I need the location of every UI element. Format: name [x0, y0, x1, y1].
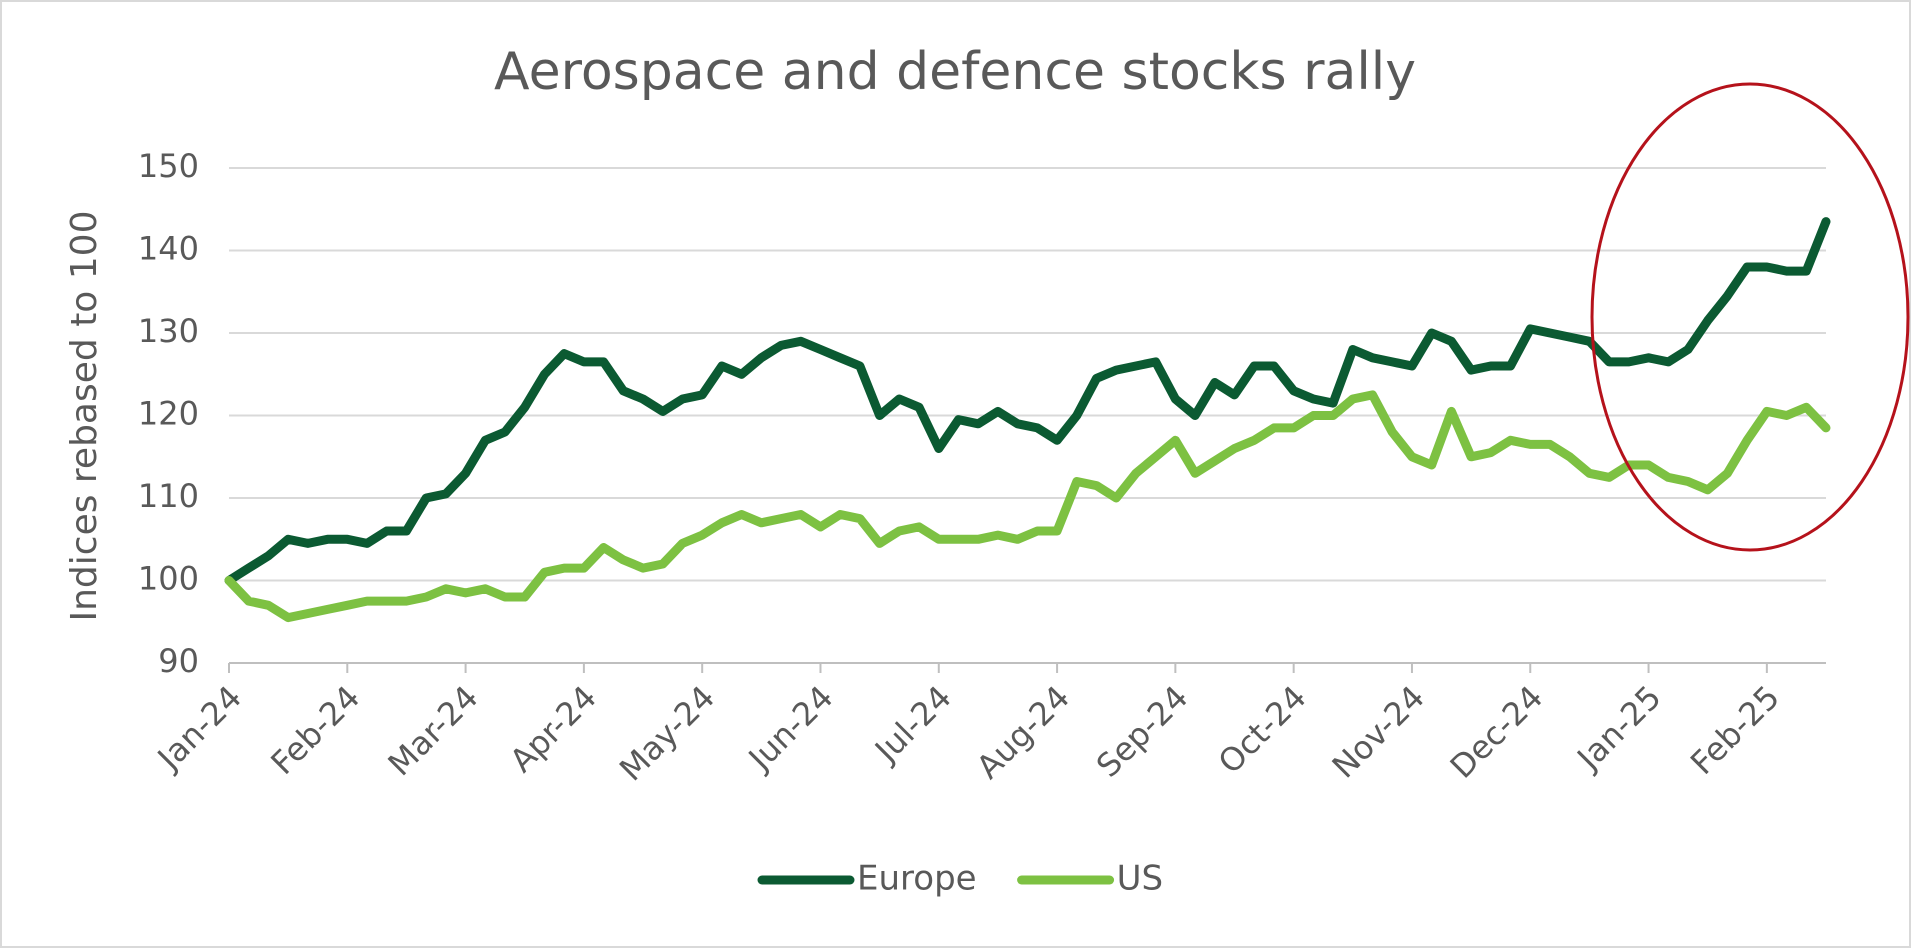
y-tick-label: 130 — [138, 312, 199, 350]
highlight-ellipse — [1590, 82, 1910, 552]
y-tick-label: 90 — [158, 642, 199, 680]
y-tick-label: 150 — [138, 147, 199, 185]
line-series — [224, 217, 1831, 585]
legend: Europe US — [757, 859, 1163, 899]
y-tick-label: 100 — [138, 560, 199, 598]
y-axis-label: Indices rebased to 100 — [64, 211, 105, 622]
chart-title: Aerospace and defence stocks rally — [494, 42, 1416, 102]
line-series — [224, 390, 1831, 623]
y-tick-label: 140 — [138, 230, 199, 268]
y-tick-label: 110 — [138, 477, 199, 515]
legend-label: US — [1117, 859, 1163, 899]
y-tick-label: 120 — [138, 395, 199, 433]
legend-label: Europe — [857, 859, 977, 899]
